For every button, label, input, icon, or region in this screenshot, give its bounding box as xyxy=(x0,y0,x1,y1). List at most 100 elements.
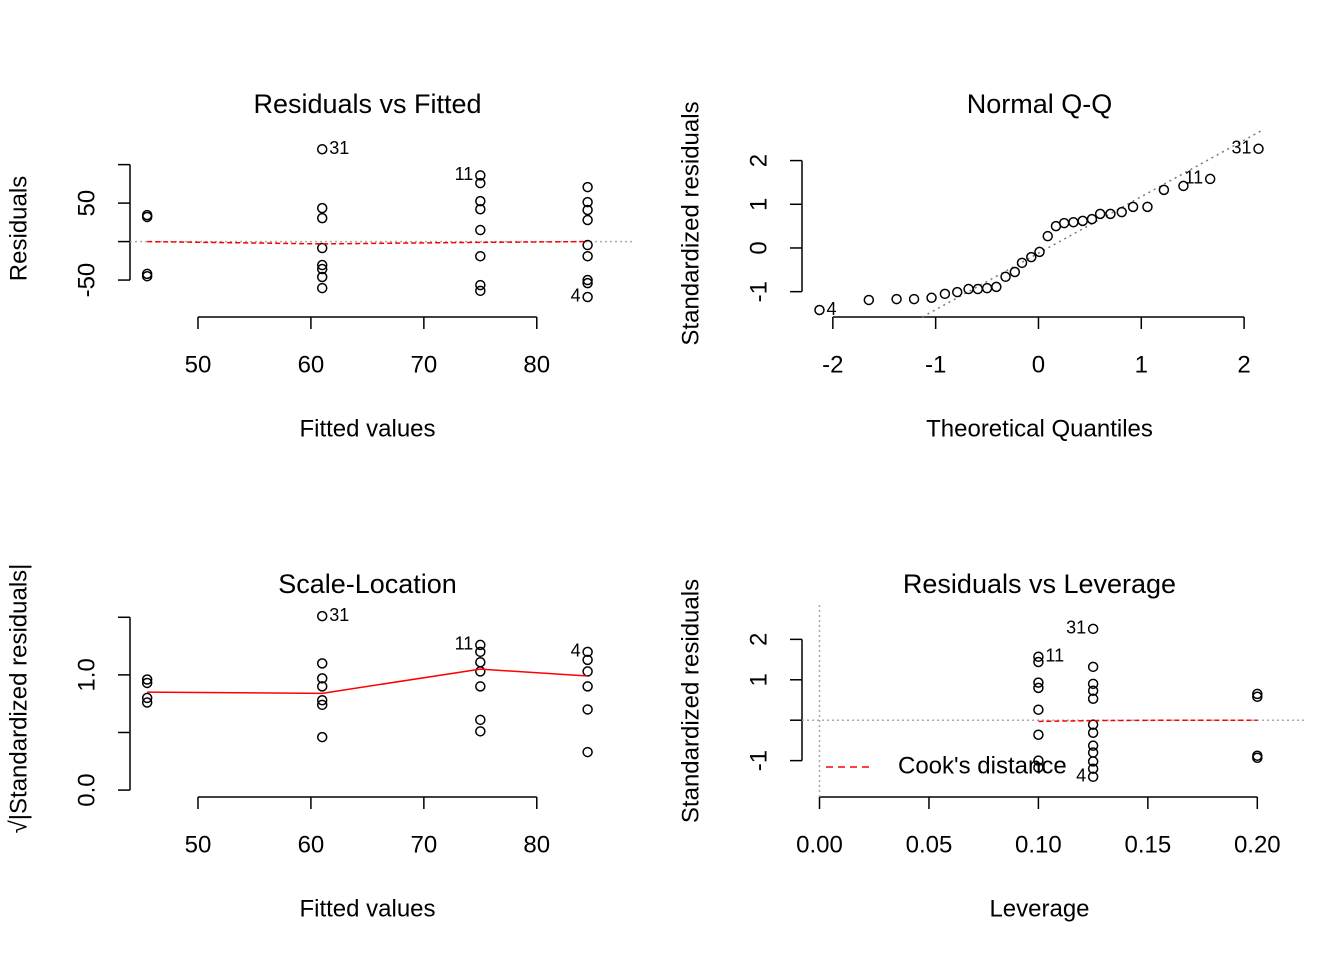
point xyxy=(475,646,486,658)
point xyxy=(991,281,1002,293)
point xyxy=(316,259,328,271)
y-tick-label: -1 xyxy=(745,750,772,771)
y-tick-label: 0 xyxy=(745,241,772,254)
y-tick-label: -1 xyxy=(745,281,772,302)
point xyxy=(1033,729,1044,741)
point xyxy=(582,681,593,692)
point xyxy=(475,195,486,207)
point xyxy=(316,673,328,684)
point xyxy=(1087,661,1099,673)
point xyxy=(1068,216,1079,228)
x-tick-label: 0.15 xyxy=(1124,831,1171,858)
y-tick-label: 50 xyxy=(73,190,100,217)
point xyxy=(1058,217,1070,229)
point xyxy=(1087,685,1099,696)
y-tick-label: 2 xyxy=(745,154,772,167)
point xyxy=(1033,762,1044,773)
y-axis-label: Standardized residuals xyxy=(677,101,704,345)
point xyxy=(582,181,593,193)
x-tick-label: 0.00 xyxy=(796,831,843,858)
point xyxy=(475,250,486,262)
point xyxy=(1087,727,1099,738)
point xyxy=(141,270,153,282)
point xyxy=(1016,257,1028,269)
point xyxy=(141,211,153,223)
point xyxy=(316,282,328,294)
point xyxy=(141,674,153,685)
point xyxy=(475,656,486,668)
point xyxy=(1087,740,1099,751)
point xyxy=(316,694,328,706)
panel-title: Residuals vs Leverage xyxy=(903,569,1176,599)
point xyxy=(1026,251,1037,263)
smooth-line xyxy=(147,668,588,695)
point xyxy=(582,196,593,208)
x-tick-label: 80 xyxy=(523,351,550,378)
point xyxy=(1087,693,1099,705)
point-label: 11 xyxy=(455,164,474,184)
x-axis-label: Fitted values xyxy=(299,415,435,442)
point xyxy=(1009,266,1021,278)
panel-title: Normal Q-Q xyxy=(967,89,1113,119)
point xyxy=(1087,756,1099,767)
x-tick-label: 60 xyxy=(298,831,325,858)
point-label: 11 xyxy=(455,634,474,654)
point xyxy=(891,293,902,305)
y-axis-label: Standardized residuals xyxy=(677,579,704,823)
point xyxy=(582,214,593,226)
x-tick-label: 80 xyxy=(523,831,550,858)
point xyxy=(1252,691,1263,703)
point xyxy=(1033,704,1044,715)
point xyxy=(814,304,825,316)
point xyxy=(582,646,593,658)
point xyxy=(1142,201,1153,213)
x-tick-label: 1 xyxy=(1135,351,1148,378)
smooth-line xyxy=(1038,719,1258,723)
point xyxy=(1034,246,1045,258)
smooth-line xyxy=(147,240,588,245)
point xyxy=(316,271,328,283)
point xyxy=(926,292,937,304)
x-tick-label: 60 xyxy=(298,351,325,378)
point xyxy=(939,288,951,300)
point xyxy=(582,291,593,303)
point-label: 4 xyxy=(1076,766,1086,786)
point-label: 4 xyxy=(571,286,581,306)
point xyxy=(1087,763,1099,774)
y-axis-label: Residuals xyxy=(5,176,32,281)
x-tick-label: 2 xyxy=(1237,351,1250,378)
point xyxy=(1033,682,1044,694)
point xyxy=(1087,678,1099,690)
point xyxy=(582,274,593,286)
point xyxy=(1252,752,1263,764)
x-tick-label: 70 xyxy=(411,351,438,378)
point xyxy=(1077,215,1088,227)
y-tick-label: 1 xyxy=(745,198,772,211)
point xyxy=(316,212,328,224)
x-tick-label: 50 xyxy=(185,831,212,858)
point xyxy=(1087,771,1099,783)
point xyxy=(475,279,486,291)
point xyxy=(1116,206,1128,218)
point xyxy=(141,692,153,704)
y-tick-label: 1.0 xyxy=(73,658,100,691)
x-tick-label: 0.10 xyxy=(1015,831,1062,858)
point xyxy=(1086,213,1098,225)
point-label: 31 xyxy=(1066,618,1086,638)
point-label: 11 xyxy=(1045,645,1064,665)
point xyxy=(316,610,328,622)
point xyxy=(316,242,328,254)
point xyxy=(1033,656,1044,668)
x-tick-label: 0.20 xyxy=(1234,831,1281,858)
point xyxy=(316,263,328,275)
point xyxy=(1178,180,1189,192)
point xyxy=(908,293,920,305)
point xyxy=(1252,688,1263,700)
point-label: 31 xyxy=(329,605,349,625)
point xyxy=(1033,651,1044,662)
point xyxy=(475,285,486,297)
x-axis-label: Leverage xyxy=(989,895,1089,922)
point xyxy=(316,143,328,155)
point xyxy=(951,286,963,298)
